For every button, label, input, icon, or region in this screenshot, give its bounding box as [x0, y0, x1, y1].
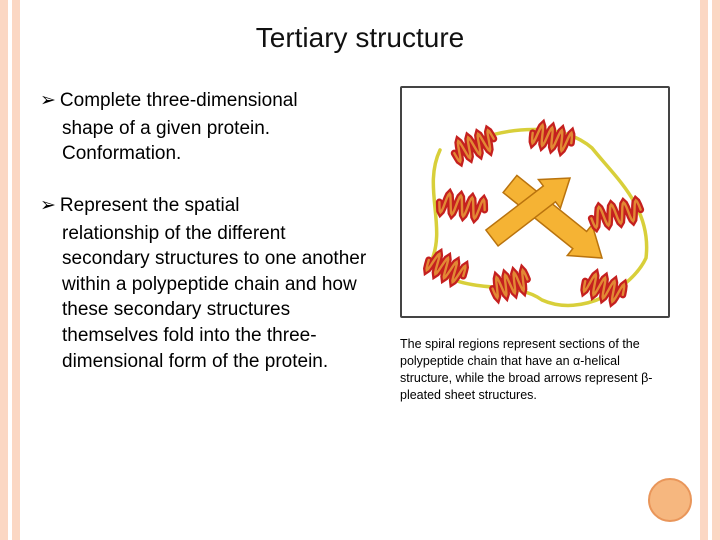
- page-title: Tertiary structure: [0, 22, 720, 54]
- protein-ribbon-diagram: [402, 88, 668, 316]
- bullet-item: ➢Represent the spatial relationship of t…: [40, 193, 370, 374]
- decorative-stripe: [712, 0, 720, 540]
- bullet-text-rest: shape of a given protein. Conformation.: [40, 116, 370, 167]
- bullet-marker-icon: ➢: [40, 90, 56, 111]
- bullet-text-first: Complete three-dimensional: [60, 90, 298, 111]
- bullet-item: ➢Complete three-dimensional shape of a g…: [40, 88, 370, 167]
- decorative-corner-circle: [648, 478, 692, 522]
- bullet-text-first: Represent the spatial: [60, 195, 240, 216]
- protein-figure: [400, 86, 670, 318]
- decorative-stripe: [12, 0, 20, 540]
- bullet-list: ➢Complete three-dimensional shape of a g…: [40, 88, 370, 400]
- decorative-stripe: [700, 0, 708, 540]
- decorative-stripe: [0, 0, 8, 540]
- bullet-marker-icon: ➢: [40, 195, 56, 216]
- figure-caption: The spiral regions represent sections of…: [400, 336, 672, 404]
- bullet-text-rest: relationship of the different secondary …: [40, 221, 370, 375]
